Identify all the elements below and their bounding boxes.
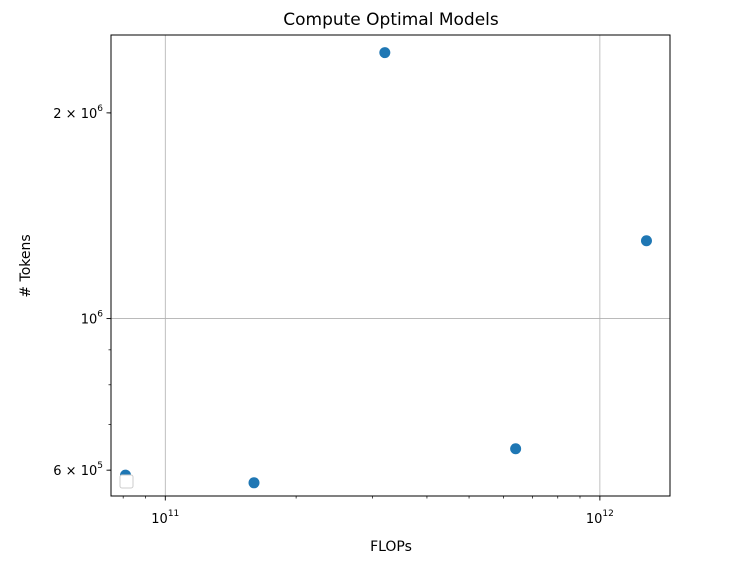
legend-box	[119, 474, 134, 489]
major-ticks	[106, 112, 601, 501]
data-point	[640, 235, 652, 247]
y-tick-label: 106	[81, 310, 104, 328]
x-tick-label: 1012	[586, 509, 614, 527]
data-point	[248, 477, 260, 489]
minor-ticks	[108, 112, 581, 499]
data-point	[379, 47, 391, 59]
data-point	[510, 443, 522, 455]
plot-area-frame	[110, 34, 671, 497]
y-tick-label: 6 × 105	[53, 461, 103, 479]
chart-title: Compute Optimal Models	[283, 10, 499, 30]
x-axis-label: FLOPs	[370, 539, 412, 555]
data-points	[120, 47, 652, 489]
x-tick-label: 1011	[151, 509, 179, 527]
y-tick-label: 2 × 106	[53, 104, 103, 122]
grid	[111, 35, 670, 496]
y-axis-label: # Tokens	[18, 234, 34, 297]
